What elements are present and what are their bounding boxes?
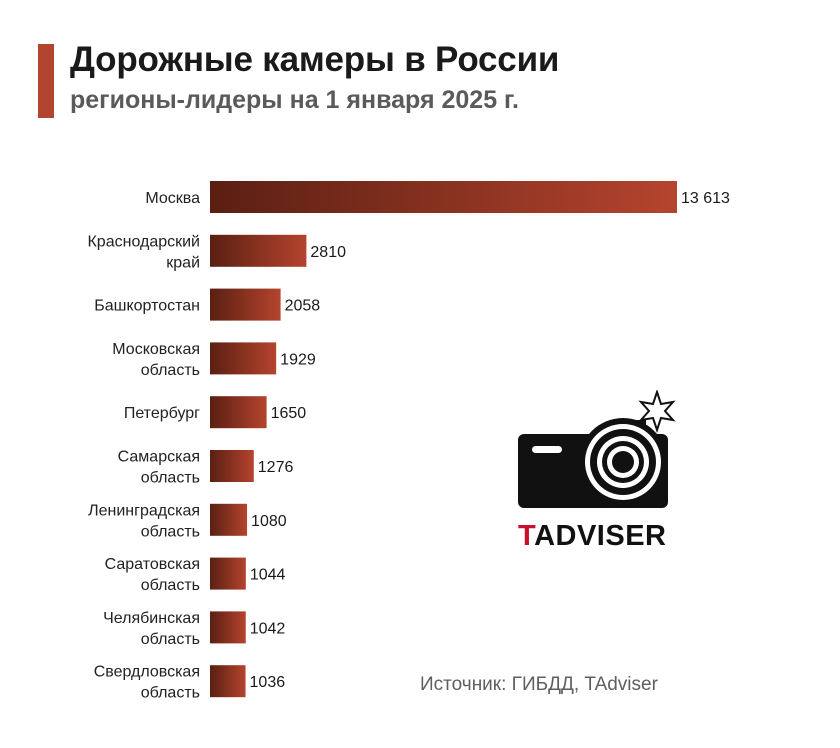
bar-value-label: 13 613 — [681, 190, 730, 207]
category-label: Ленинградская область — [88, 502, 200, 540]
category-label: Самарская область — [118, 449, 200, 487]
bar — [210, 396, 267, 429]
bar — [210, 288, 281, 321]
title-accent-bar — [38, 44, 54, 118]
source-note: Источник: ГИБДД, TAdviser — [420, 674, 658, 695]
category-label: Московская область — [112, 341, 200, 379]
category-label: Свердловская область — [94, 664, 200, 702]
tadviser-logo: TADVISER — [518, 520, 666, 553]
bar-value-label: 1080 — [251, 513, 287, 530]
bar-value-label: 1276 — [258, 459, 294, 476]
page-subtitle: регионы-лидеры на 1 января 2025 г. — [70, 86, 519, 114]
bar-value-label: 1650 — [271, 405, 307, 422]
flash-icon — [638, 390, 676, 434]
bar — [210, 181, 677, 213]
bar — [210, 503, 248, 536]
bar — [210, 450, 254, 482]
logo-text-rest: ADVISER — [534, 520, 667, 552]
bar — [210, 557, 246, 590]
bar-value-label: 1929 — [280, 351, 316, 368]
bar-value-label: 2058 — [285, 298, 321, 315]
logo-text-accent: T — [518, 520, 535, 552]
category-label: Петербург — [124, 405, 200, 422]
category-label: Саратовская область — [105, 556, 200, 594]
category-label: Краснодарский край — [87, 233, 200, 271]
bar — [210, 342, 277, 375]
bar-value-label: 2810 — [310, 244, 346, 261]
page-title: Дорожные камеры в России — [70, 40, 560, 79]
category-label: Башкортостан — [94, 298, 200, 315]
category-label: Москва — [145, 190, 200, 207]
bar-value-label: 1044 — [250, 567, 286, 584]
bar — [210, 234, 307, 267]
bar — [210, 665, 246, 698]
bar-value-label: 1036 — [250, 674, 286, 691]
camera-icon — [518, 390, 676, 508]
bar — [210, 611, 246, 644]
bar-value-label: 1042 — [250, 620, 286, 637]
category-label: Челябинская область — [103, 610, 200, 648]
